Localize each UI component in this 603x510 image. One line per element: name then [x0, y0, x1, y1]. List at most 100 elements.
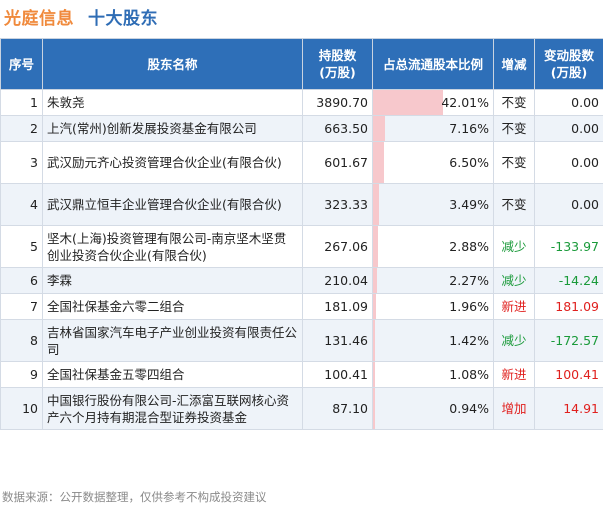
change-shares: 0.00	[534, 141, 603, 184]
shares-held: 100.41	[302, 361, 373, 388]
shares-held: 267.06	[302, 225, 373, 268]
table-row: 6 李霖 210.04 2.27% 减少 -14.24	[0, 267, 603, 294]
change-shares: -14.24	[534, 267, 603, 294]
change-shares: 181.09	[534, 293, 603, 320]
shares-held: 3890.70	[302, 89, 373, 116]
ratio-cell: 0.94%	[372, 387, 494, 430]
ratio-bar	[373, 362, 375, 387]
shares-held: 131.46	[302, 319, 373, 362]
chart-header: 光庭信息 十大股东	[4, 2, 158, 30]
row-index: 7	[0, 293, 43, 320]
change-direction: 不变	[493, 115, 535, 142]
row-index: 6	[0, 267, 43, 294]
company-name: 光庭信息	[4, 8, 74, 29]
shareholder-name: 全国社保基金六零二组合	[42, 293, 303, 320]
col-header-index: 序号	[0, 38, 43, 90]
ratio-bar	[373, 116, 385, 141]
shares-held: 210.04	[302, 267, 373, 294]
ratio-cell: 6.50%	[372, 141, 494, 184]
ratio-value: 42.01%	[441, 95, 489, 110]
table-row: 2 上汽(常州)创新发展投资基金有限公司 663.50 7.16% 不变 0.00	[0, 115, 603, 142]
ratio-value: 0.94%	[449, 401, 489, 416]
ratio-cell: 2.27%	[372, 267, 494, 294]
shareholder-name: 上汽(常州)创新发展投资基金有限公司	[42, 115, 303, 142]
row-index: 8	[0, 319, 43, 362]
ratio-bar	[373, 90, 443, 115]
shares-held: 323.33	[302, 183, 373, 226]
ratio-value: 1.96%	[449, 299, 489, 314]
change-shares: -133.97	[534, 225, 603, 268]
table-row: 8 吉林省国家汽车电子产业创业投资有限责任公司 131.46 1.42% 减少 -172.…	[0, 319, 603, 362]
shareholder-name: 朱敦尧	[42, 89, 303, 116]
change-direction: 减少	[493, 225, 535, 268]
table-row: 1 朱敦尧 3890.70 42.01% 不变 0.00	[0, 89, 603, 116]
shares-held: 181.09	[302, 293, 373, 320]
ratio-cell: 42.01%	[372, 89, 494, 116]
change-shares: 14.91	[534, 387, 603, 430]
ratio-cell: 1.96%	[372, 293, 494, 320]
shareholder-name: 武汉励元齐心投资管理合伙企业(有限合伙)	[42, 141, 303, 184]
ratio-value: 2.27%	[449, 273, 489, 288]
data-source-note: 数据来源：公开数据整理，仅供参考不构成投资建议	[2, 490, 267, 504]
shareholder-name: 李霖	[42, 267, 303, 294]
change-shares: 0.00	[534, 115, 603, 142]
ratio-value: 3.49%	[449, 197, 489, 212]
ratio-bar	[373, 142, 384, 183]
table-row: 10 中国银行股份有限公司-汇添富互联网核心资产六个月持有期混合型证券投资基金 87…	[0, 387, 603, 430]
ratio-cell: 1.42%	[372, 319, 494, 362]
shareholders-table: 序号 股东名称 持股数 (万股) 占总流通股本比例 增减 变动股数 (万股) 1…	[0, 38, 603, 430]
ratio-cell: 3.49%	[372, 183, 494, 226]
change-shares: -172.57	[534, 319, 603, 362]
row-index: 4	[0, 183, 43, 226]
col-header-name: 股东名称	[42, 38, 303, 90]
row-index: 10	[0, 387, 43, 430]
col-header-ratio: 占总流通股本比例	[372, 38, 494, 90]
table-row: 9 全国社保基金五零四组合 100.41 1.08% 新进 100.41	[0, 361, 603, 388]
row-index: 2	[0, 115, 43, 142]
shareholder-name: 全国社保基金五零四组合	[42, 361, 303, 388]
ratio-value: 1.08%	[449, 367, 489, 382]
change-shares: 0.00	[534, 183, 603, 226]
change-direction: 增加	[493, 387, 535, 430]
ratio-cell: 2.88%	[372, 225, 494, 268]
row-index: 9	[0, 361, 43, 388]
table-row: 5 坚木(上海)投资管理有限公司-南京坚木坚贯创业投资合伙企业(有限合伙) 267.…	[0, 225, 603, 268]
ratio-bar	[373, 184, 379, 225]
shareholder-name: 中国银行股份有限公司-汇添富互联网核心资产六个月持有期混合型证券投资基金	[42, 387, 303, 430]
table-row: 7 全国社保基金六零二组合 181.09 1.96% 新进 181.09	[0, 293, 603, 320]
change-shares: 0.00	[534, 89, 603, 116]
row-index: 5	[0, 225, 43, 268]
change-direction: 不变	[493, 183, 535, 226]
ratio-value: 1.42%	[449, 333, 489, 348]
col-header-change: 增减	[493, 38, 535, 90]
change-direction: 不变	[493, 141, 535, 184]
col-header-shares: 持股数 (万股)	[302, 38, 373, 90]
table-row: 4 武汉鼎立恒丰企业管理合伙企业(有限合伙) 323.33 3.49% 不变 0.00	[0, 183, 603, 226]
table-title: 十大股东	[88, 8, 158, 29]
change-direction: 不变	[493, 89, 535, 116]
change-direction: 新进	[493, 293, 535, 320]
ratio-bar	[373, 320, 376, 361]
table-body: 1 朱敦尧 3890.70 42.01% 不变 0.00 2 上汽(常州)创新发展投资基金有限…	[0, 89, 603, 430]
change-direction: 减少	[493, 267, 535, 294]
change-shares: 100.41	[534, 361, 603, 388]
change-direction: 新进	[493, 361, 535, 388]
shares-held: 601.67	[302, 141, 373, 184]
change-direction: 减少	[493, 319, 535, 362]
col-header-change-shares: 变动股数 (万股)	[534, 38, 603, 90]
ratio-cell: 7.16%	[372, 115, 494, 142]
ratio-value: 2.88%	[449, 239, 489, 254]
ratio-cell: 1.08%	[372, 361, 494, 388]
row-index: 3	[0, 141, 43, 184]
ratio-value: 6.50%	[449, 155, 489, 170]
ratio-value: 7.16%	[449, 121, 489, 136]
ratio-bar	[373, 388, 375, 429]
shares-held: 663.50	[302, 115, 373, 142]
ratio-bar	[373, 268, 377, 293]
shareholder-name: 吉林省国家汽车电子产业创业投资有限责任公司	[42, 319, 303, 362]
ratio-bar	[373, 294, 377, 319]
ratio-bar	[373, 226, 378, 267]
shareholder-name: 坚木(上海)投资管理有限公司-南京坚木坚贯创业投资合伙企业(有限合伙)	[42, 225, 303, 268]
row-index: 1	[0, 89, 43, 116]
shareholder-name: 武汉鼎立恒丰企业管理合伙企业(有限合伙)	[42, 183, 303, 226]
